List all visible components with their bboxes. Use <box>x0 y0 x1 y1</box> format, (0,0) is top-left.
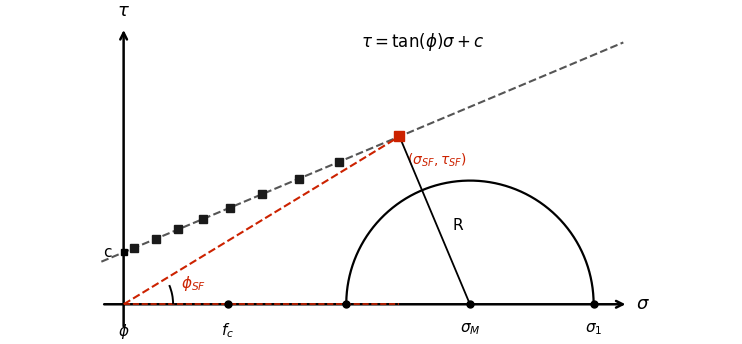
Text: $\phi_{SF}$: $\phi_{SF}$ <box>180 275 206 293</box>
Text: $\sigma_M$: $\sigma_M$ <box>460 322 480 337</box>
Text: $\sigma_1$: $\sigma_1$ <box>585 322 603 337</box>
Text: $\phi$: $\phi$ <box>118 322 129 341</box>
Text: $\sigma$: $\sigma$ <box>636 295 649 313</box>
Text: R: R <box>452 218 463 233</box>
Text: c: c <box>102 245 111 260</box>
Text: $\tau$: $\tau$ <box>117 2 130 20</box>
Text: $\tau = \tan(\phi)\sigma + c$: $\tau = \tan(\phi)\sigma + c$ <box>361 31 485 53</box>
Text: $f_c$: $f_c$ <box>221 322 234 340</box>
Text: $(\sigma_{SF},\tau_{SF})$: $(\sigma_{SF},\tau_{SF})$ <box>407 151 467 169</box>
